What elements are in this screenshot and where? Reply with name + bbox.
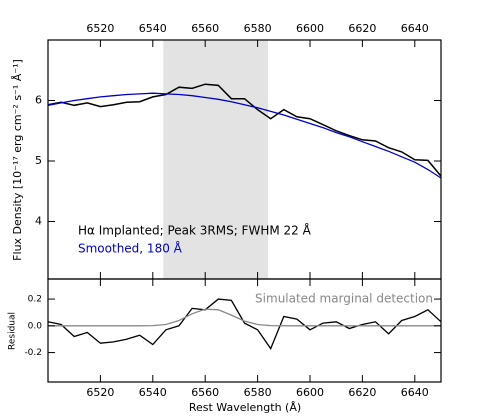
y-tick-label: -0.2 xyxy=(24,348,42,358)
x-tick-label: 6620 xyxy=(348,386,376,399)
y-tick-label: 6 xyxy=(35,94,42,107)
legend-label: Smoothed, 180 Å xyxy=(78,241,183,256)
y-axis-label: Flux Density [10⁻¹⁷ erg cm⁻² s⁻¹ Å⁻¹] xyxy=(11,59,24,261)
highlight-band xyxy=(163,40,269,279)
legend-label: Hα Implanted; Peak 3RMS; FWHM 22 Å xyxy=(78,223,312,238)
x-tick-label: 6640 xyxy=(401,386,429,399)
y-axis-label: Residual xyxy=(8,312,18,350)
y-tick-label: 0.2 xyxy=(28,295,42,305)
x-tick-label: 6520 xyxy=(86,22,114,35)
data-line xyxy=(47,298,442,350)
x-tick-label: 6540 xyxy=(139,386,167,399)
x-tick-label: 6600 xyxy=(296,386,324,399)
y-tick-label: 4 xyxy=(35,215,42,228)
x-tick-label: 6560 xyxy=(191,22,219,35)
x-tick-label: 6580 xyxy=(244,386,272,399)
x-tick-label: 6620 xyxy=(348,22,376,35)
data-line xyxy=(47,83,442,177)
data-line xyxy=(47,92,442,179)
x-tick-label: 6540 xyxy=(139,22,167,35)
data-line xyxy=(48,308,441,327)
x-tick-label: 6640 xyxy=(401,22,429,35)
x-tick-label: 6560 xyxy=(191,386,219,399)
x-tick-label: 6520 xyxy=(86,386,114,399)
y-tick-label: 5 xyxy=(35,154,42,167)
plot-frame xyxy=(47,278,442,383)
y-tick-label: 0.0 xyxy=(28,321,43,331)
x-tick-label: 6600 xyxy=(296,22,324,35)
legend-label: Simulated marginal detection xyxy=(255,292,433,306)
x-axis-label: Rest Wavelength (Å) xyxy=(189,401,301,414)
x-tick-label: 6580 xyxy=(244,22,272,35)
